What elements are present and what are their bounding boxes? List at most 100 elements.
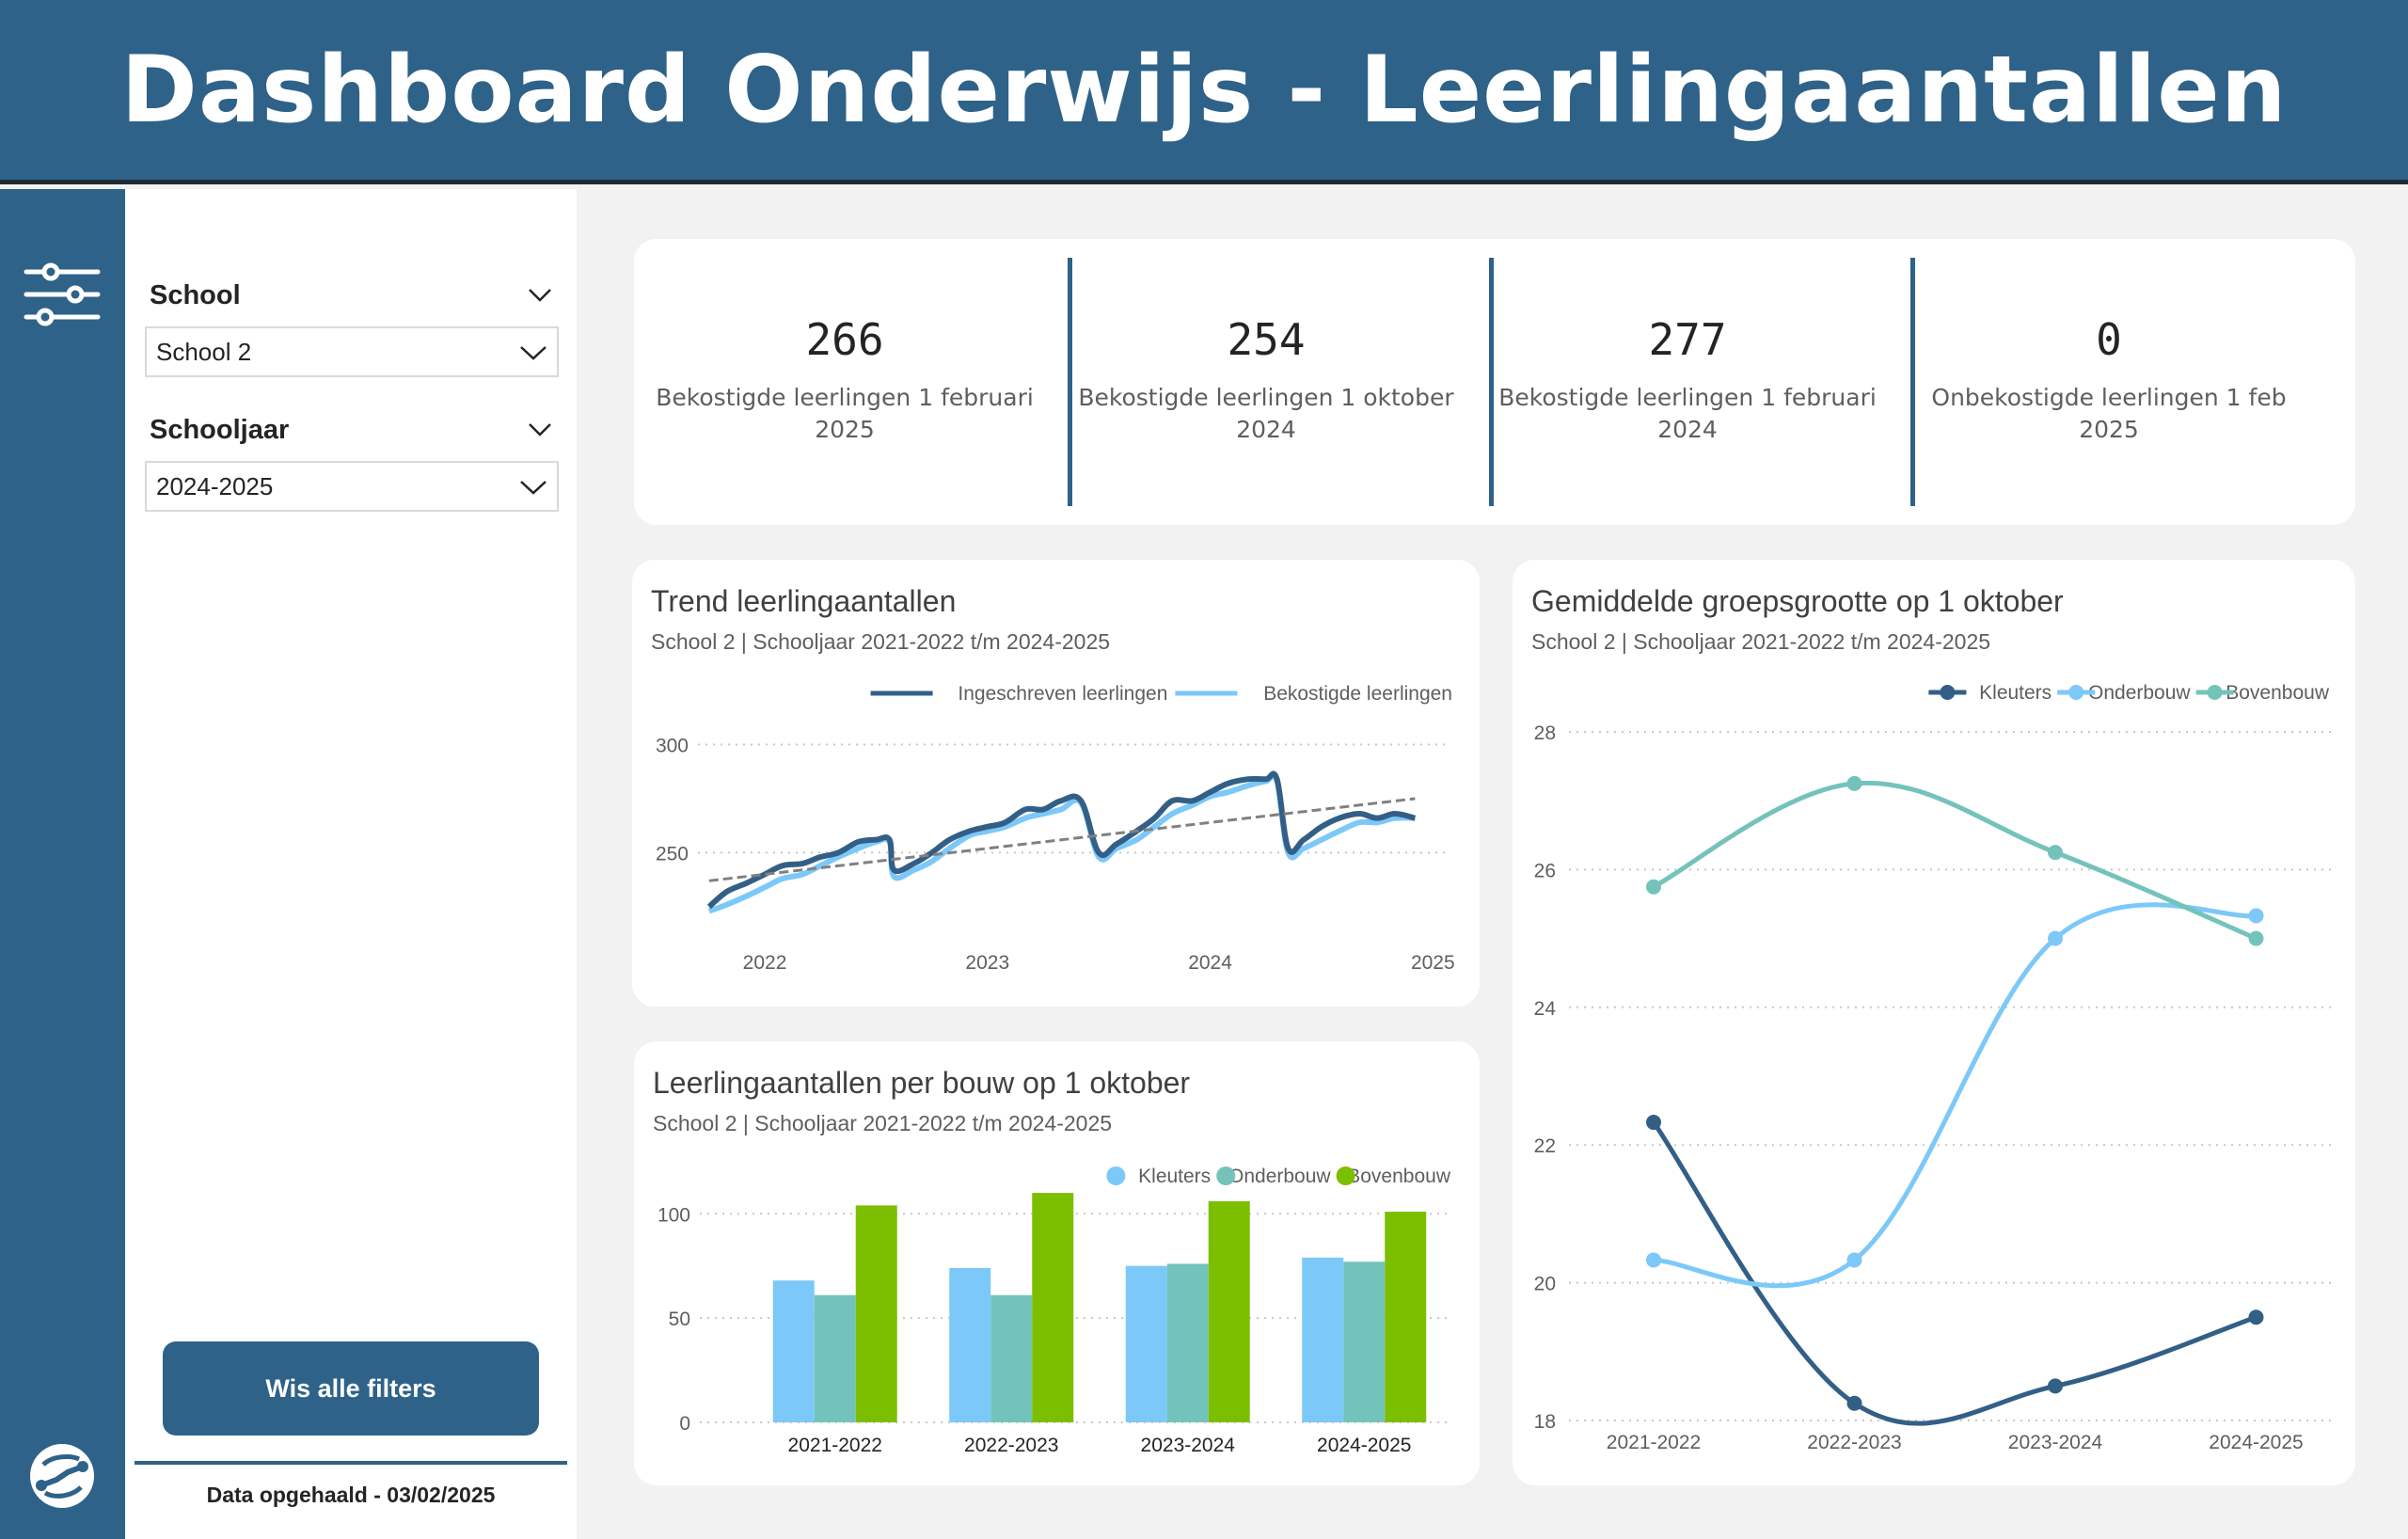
kpi-card: 266 Bekostigde leerlingen 1 februari 202… [634, 239, 2355, 525]
kpi-value: 0 [2096, 314, 2122, 365]
kpi-label: Bekostigde leerlingen 1 oktober 2024 [1078, 384, 1454, 443]
x-tick-label: 2024 [1188, 952, 1232, 974]
school-dropdown-value: School 2 [156, 337, 252, 366]
trend-line [708, 797, 1416, 882]
x-tick-label: 2024-2025 [2209, 1432, 2303, 1453]
legend-label: Bekostigde leerlingen [1263, 683, 1452, 705]
school-dropdown[interactable]: School 2 [145, 326, 559, 377]
sliders-icon[interactable] [23, 261, 102, 328]
kpi-separator [1489, 258, 1494, 506]
chart-title: Leerlingaantallen per bouw op 1 oktober [653, 1066, 1191, 1100]
data-point [2048, 930, 2063, 946]
divider [135, 1461, 567, 1465]
bar [855, 1205, 897, 1422]
kpi-value: 266 [805, 314, 884, 365]
chart-subtitle: School 2 | Schooljaar 2021-2022 t/m 2024… [651, 629, 1111, 654]
kpi-item: 266 Bekostigde leerlingen 1 februari 202… [634, 239, 1055, 525]
data-point [1646, 1252, 1661, 1268]
series-line [1653, 902, 2257, 1289]
data-point [2248, 930, 2264, 946]
data-point [2248, 908, 2264, 924]
kpi-separator [1910, 258, 1915, 506]
bar [1302, 1257, 1344, 1422]
schooljaar-dropdown-value: 2024-2025 [156, 471, 274, 500]
legend-marker [2068, 685, 2084, 700]
page-title: Dashboard Onderwijs - Leerlingaantallen [120, 36, 2288, 144]
bar [949, 1267, 991, 1422]
school-slicer-title: School [150, 280, 241, 310]
kpi-item: 0 Onbekostigde leerlingen 1 feb 2025 [1898, 239, 2320, 525]
data-point [1846, 775, 1862, 791]
data-point [1646, 1115, 1661, 1131]
x-tick-label: 2025 [1411, 952, 1455, 974]
legend-label: Bovenbouw [1347, 1166, 1451, 1187]
chart-title: Gemiddelde groepsgrootte op 1 oktober [1531, 584, 2064, 618]
bar [1032, 1193, 1074, 1422]
x-tick-label: 2023-2024 [1141, 1435, 1236, 1456]
y-tick-label: 28 [1534, 722, 1556, 744]
legend-marker [1336, 1166, 1355, 1185]
bar [1385, 1212, 1427, 1422]
y-tick-label: 22 [1534, 1135, 1556, 1157]
series-line [1652, 780, 2258, 941]
bouw-bar-chart: 0 50 100 2021-2022 2022-2023 2023-2024 2024-20… [657, 1166, 1452, 1456]
bouw-chart-card: Leerlingaantallen per bouw op 1 oktober … [634, 1041, 1480, 1485]
bar [772, 1280, 815, 1422]
kpi-label: Onbekostigde leerlingen 1 feb 2025 [1931, 384, 2287, 443]
chart-title: Trend leerlingaantallen [651, 584, 957, 618]
chart-subtitle: School 2 | Schooljaar 2021-2022 t/m 2024… [653, 1111, 1113, 1135]
chevron-down-icon[interactable] [528, 287, 552, 304]
groepsgrootte-line-chart: 18 20 22 24 26 28 2021-2022 2022-2023 2023-2024 2… [1534, 682, 2331, 1453]
data-point [1846, 1395, 1862, 1411]
legend-label: Bovenbouw [2226, 682, 2330, 704]
legend-marker [1106, 1166, 1126, 1185]
y-tick-label: 250 [656, 843, 689, 865]
legend-label: Kleuters [1979, 682, 2052, 704]
legend-marker [1940, 685, 1956, 700]
x-tick-label: 2021-2022 [1607, 1432, 1701, 1453]
data-refresh-date: Data opgehaald - 03/02/2025 [206, 1483, 496, 1507]
data-point [1846, 1252, 1862, 1268]
bar [1125, 1265, 1167, 1422]
bar [1208, 1200, 1250, 1422]
series-line [706, 770, 1417, 910]
trend-chart: 250 300 2022 2023 2024 2025 Bekostigde leerlin… [656, 683, 1455, 974]
y-tick-label: 0 [679, 1413, 690, 1435]
legend-marker [1216, 1166, 1236, 1185]
y-tick-label: 50 [669, 1309, 690, 1330]
data-point [1646, 879, 1661, 895]
y-tick-label: 26 [1534, 860, 1556, 881]
x-tick-label: 2022-2023 [964, 1435, 1058, 1456]
y-tick-label: 100 [657, 1204, 690, 1226]
clear-filters-button[interactable]: Wis alle filters [163, 1341, 539, 1436]
x-tick-label: 2022 [743, 952, 787, 974]
data-point [2048, 845, 2063, 861]
legend-marker [2207, 685, 2223, 700]
dashboard-header: Dashboard Onderwijs - Leerlingaantallen [0, 0, 2408, 184]
kpi-item: 254 Bekostigde leerlingen 1 oktober 2024 [1055, 239, 1477, 525]
legend-label: Onderbouw [1228, 1166, 1331, 1187]
schooljaar-dropdown[interactable]: 2024-2025 [145, 461, 559, 512]
x-tick-label: 2022-2023 [1807, 1432, 1901, 1453]
bar [814, 1294, 856, 1422]
schooljaar-slicer-title: Schooljaar [150, 415, 290, 445]
kpi-value: 277 [1648, 314, 1727, 365]
chart-subtitle: School 2 | Schooljaar 2021-2022 t/m 2024… [1531, 629, 1991, 654]
data-point [2248, 1309, 2264, 1325]
x-tick-label: 2024-2025 [1317, 1435, 1411, 1456]
legend-label: Kleuters [1138, 1166, 1211, 1187]
series-line [707, 772, 1416, 914]
y-tick-label: 24 [1534, 998, 1557, 1020]
bar [1343, 1261, 1386, 1422]
filter-panel: School School 2 Schooljaar 2024-2025 Wis… [125, 189, 577, 1539]
y-tick-label: 20 [1534, 1274, 1556, 1295]
kpi-label: Bekostigde leerlingen 1 februari 2025 [656, 384, 1034, 443]
groep-chart-card: Gemiddelde groepsgrootte op 1 oktober Sc… [1513, 560, 2355, 1485]
y-tick-label: 300 [656, 735, 689, 756]
trend-chart-card: Trend leerlingaantallen School 2 | Schoo… [632, 560, 1480, 1007]
chevron-down-icon[interactable] [528, 421, 552, 438]
legend-label: Onderbouw [2088, 682, 2191, 704]
data-point [2048, 1378, 2063, 1394]
y-tick-label: 18 [1534, 1411, 1556, 1433]
x-tick-label: 2021-2022 [788, 1435, 882, 1456]
